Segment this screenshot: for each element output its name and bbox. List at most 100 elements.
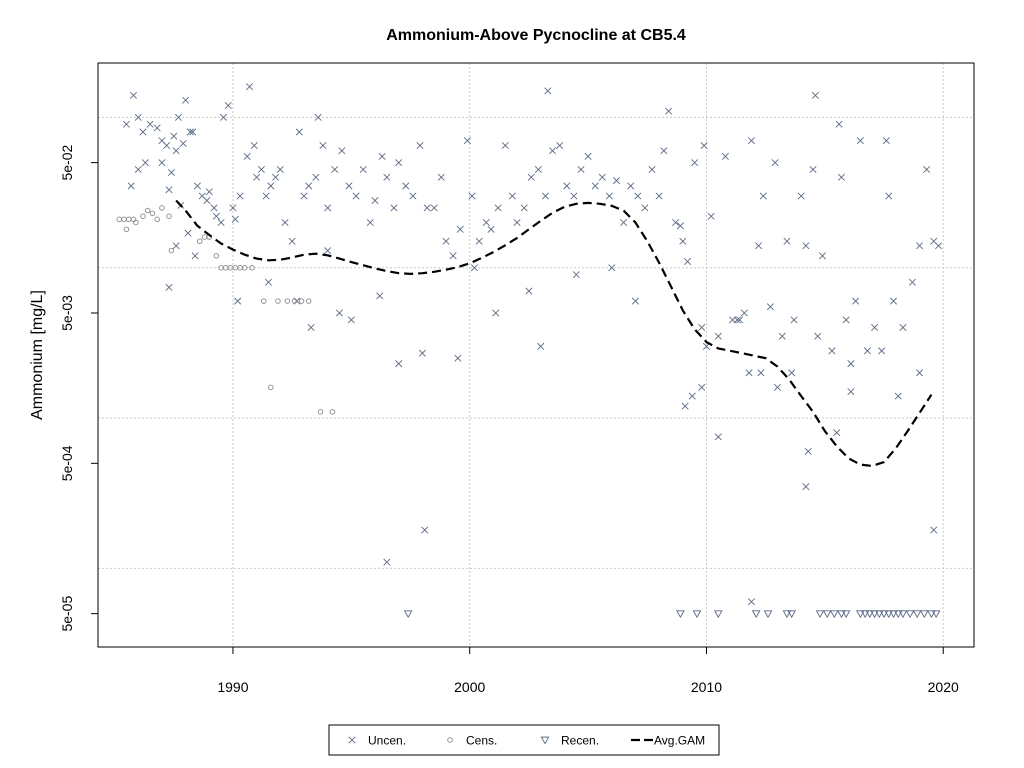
x-marker-stroke [158,137,166,145]
uncensored-point [264,278,272,286]
x-marker-stroke [856,137,864,145]
uncensored-point [153,124,161,132]
x-marker-stroke [338,147,346,155]
x-marker-stroke [163,141,171,150]
x-marker-stroke [598,173,606,181]
uncensored-point [698,383,706,391]
recensored-point [893,610,903,619]
x-marker-stroke [390,204,398,212]
x-marker-stroke [348,736,356,744]
x-marker-stroke [835,120,843,128]
uncensored-point [378,152,386,160]
uncensored-point [288,237,296,245]
x-marker-stroke [833,429,841,437]
uncensored-point [620,218,628,226]
x-marker-stroke [184,229,192,237]
uncensored-point [871,324,879,332]
recensored-point [870,610,879,619]
legend-label: Recen. [561,734,599,748]
x-marker-stroke [454,354,462,362]
uncensored-point [818,252,826,260]
uncensored-point [778,332,786,340]
uncensored-point [158,159,166,167]
uncensored-point [525,287,533,295]
uncensored-point [894,392,902,400]
gam-line [175,199,933,468]
uncensored-point [314,113,322,121]
uncensored-point [262,192,270,200]
x-marker-stroke [660,147,668,155]
x-marker-stroke [172,147,180,155]
recensored-point [874,610,884,619]
x-marker-stroke [236,192,244,200]
uncensored-point [272,173,280,181]
y-tick-label: 5e-04 [59,445,75,481]
uncensored-point [456,225,464,233]
x-marker-stroke [852,297,860,305]
x-marker-stroke [740,309,748,317]
x-marker-stroke [549,147,557,155]
uncensored-point [281,218,289,226]
recensored-point [815,610,825,619]
x-marker-stroke [191,252,199,260]
x-marker-stroke [262,192,270,200]
uncensored-point [747,137,755,145]
uncensored-point [212,212,220,220]
x-marker-stroke [620,218,628,226]
x-marker-stroke [520,204,528,212]
x-marker-stroke [778,332,786,340]
x-marker-stroke [212,212,220,220]
x-marker-stroke [203,196,211,205]
x-marker-stroke [174,113,183,121]
uncensored-point [189,128,197,136]
recensored-point [763,610,773,619]
uncensored-point [878,347,886,355]
x-marker-stroke [556,141,564,150]
uncensored-point [520,204,528,212]
uncensored-point [409,192,417,200]
uncensored-point [231,215,239,223]
uncensored-point [352,192,360,200]
uncensored-point [679,237,687,245]
x-marker-stroke [494,204,502,212]
censored-point [213,253,220,259]
x-marker-stroke [383,558,391,566]
censored-point [305,298,312,304]
x-marker-stroke [655,192,663,200]
uncensored-point [745,369,753,377]
uncensored-point [319,141,327,150]
x-marker-stroke [688,392,696,400]
uncensored-point [193,182,201,190]
recensored-point [841,610,851,619]
x-marker-stroke [714,332,722,340]
x-marker-stroke [837,173,845,181]
x-marker-stroke [501,141,509,150]
x-tick-label: 1990 [217,679,248,695]
x-marker-stroke [281,218,289,226]
uncensored-point [470,264,478,272]
x-marker-stroke [418,349,426,357]
uncensored-point [416,141,424,150]
x-marker-stroke [641,204,649,212]
uncensored-point [234,297,242,305]
x-marker-stroke [295,128,303,136]
censored-point [284,298,291,304]
uncensored-point [681,402,689,410]
x-marker-stroke [788,369,796,377]
x-marker-stroke [366,218,374,226]
x-marker-stroke [790,316,798,324]
censored-point [275,298,281,304]
uncensored-point [134,113,142,121]
x-marker-stroke [229,204,237,212]
recensored-point [713,610,723,619]
x-marker-stroke [605,192,613,200]
uncensored-point [508,192,516,200]
x-marker-stroke [802,242,810,250]
uncensored-point [127,182,135,190]
x-marker-stroke [189,128,197,136]
uncensored-point [707,212,715,220]
x-marker-stroke [134,165,142,174]
uncensored-point [146,120,154,128]
uncensored-point [163,141,171,150]
plot-area [116,83,943,619]
